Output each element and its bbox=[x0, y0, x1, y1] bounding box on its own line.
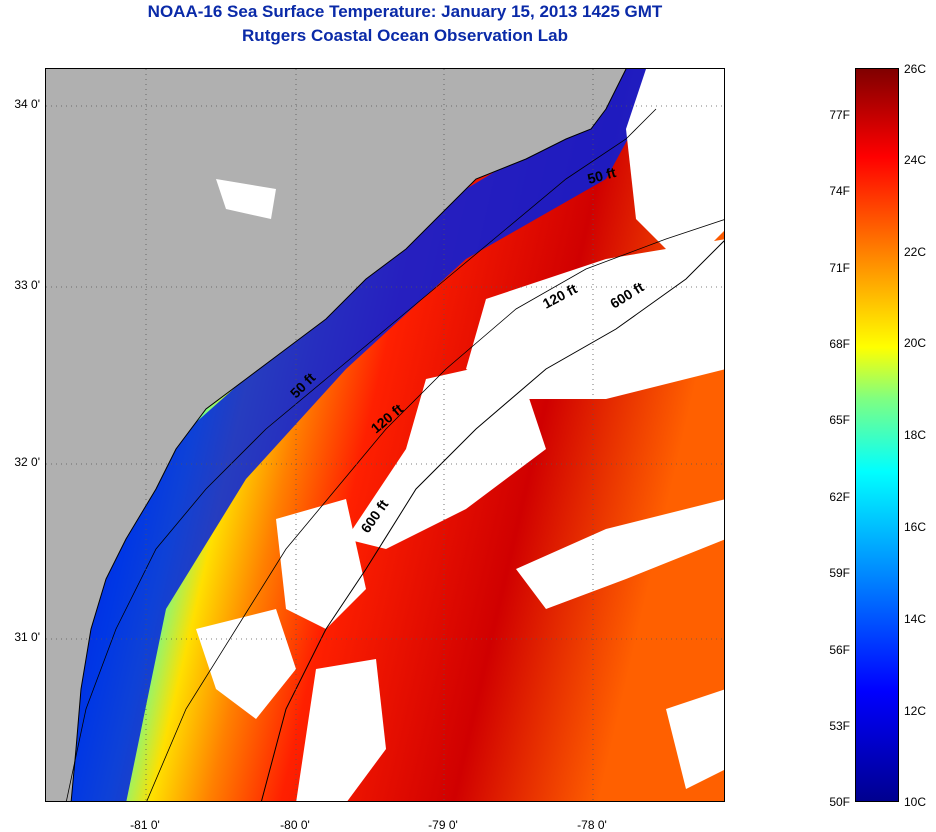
temperature-colorbar bbox=[855, 68, 899, 802]
map-title: NOAA-16 Sea Surface Temperature: January… bbox=[147, 2, 663, 21]
colorbar-f-label: 56F bbox=[829, 643, 850, 657]
cloud-patch bbox=[626, 69, 724, 269]
colorbar-f-label: 74F bbox=[829, 184, 850, 198]
colorbar-c-label: 10C bbox=[904, 795, 927, 809]
lon-label: -80 0' bbox=[280, 818, 310, 832]
colorbar-c-label: 26C bbox=[904, 62, 927, 76]
sst-map-graphic: 50 ft 120 ft 600 ft 50 ft 120 ft 600 ft bbox=[46, 69, 724, 801]
colorbar-f-label: 59F bbox=[829, 566, 850, 580]
colorbar-f-label: 50F bbox=[829, 795, 850, 809]
colorbar-c-label: 24C bbox=[904, 153, 927, 167]
cloud-patch bbox=[276, 499, 366, 629]
isobath-120ft bbox=[146, 219, 724, 801]
map-subtitle: Rutgers Coastal Ocean Observation Lab bbox=[242, 26, 568, 45]
coastline bbox=[70, 69, 627, 801]
colorbar-f-label: 62F bbox=[829, 490, 850, 504]
cold-coastal-water bbox=[46, 69, 666, 801]
colorbar-c-label: 18C bbox=[904, 428, 927, 442]
graticule bbox=[46, 69, 724, 801]
colorbar-f-label: 68F bbox=[829, 337, 850, 351]
cloud-patch bbox=[346, 359, 546, 549]
isobath-600ft bbox=[261, 240, 724, 801]
cloud-patch bbox=[666, 689, 724, 789]
cloud-patch bbox=[296, 659, 386, 801]
land-mass bbox=[46, 69, 626, 801]
lon-label: -78 0' bbox=[577, 818, 607, 832]
colorbar-f-label: 53F bbox=[829, 719, 850, 733]
colorbar-f-label: 77F bbox=[829, 108, 850, 122]
lat-label: 34 0' bbox=[14, 97, 40, 111]
isobath-label: 50 ft bbox=[586, 164, 618, 187]
cloud-patch bbox=[516, 499, 724, 609]
colorbar-c-label: 14C bbox=[904, 612, 927, 626]
cloud-patch bbox=[216, 179, 276, 219]
cloud-patch bbox=[466, 239, 724, 399]
colorbar-c-label: 12C bbox=[904, 704, 927, 718]
colorbar-f-label: 71F bbox=[829, 261, 850, 275]
lat-label: 31 0' bbox=[14, 630, 40, 644]
lat-label: 33 0' bbox=[14, 278, 40, 292]
lat-label: 32 0' bbox=[14, 455, 40, 469]
colorbar-c-label: 20C bbox=[904, 336, 927, 350]
sst-map: 50 ft 120 ft 600 ft 50 ft 120 ft 600 ft bbox=[45, 68, 725, 802]
cloud-patch bbox=[196, 609, 296, 719]
lon-label: -79 0' bbox=[428, 818, 458, 832]
lon-label: -81 0' bbox=[130, 818, 160, 832]
colorbar-c-label: 16C bbox=[904, 520, 927, 534]
colorbar-f-label: 65F bbox=[829, 413, 850, 427]
colorbar-c-label: 22C bbox=[904, 245, 927, 259]
isobath-50ft bbox=[66, 108, 657, 801]
